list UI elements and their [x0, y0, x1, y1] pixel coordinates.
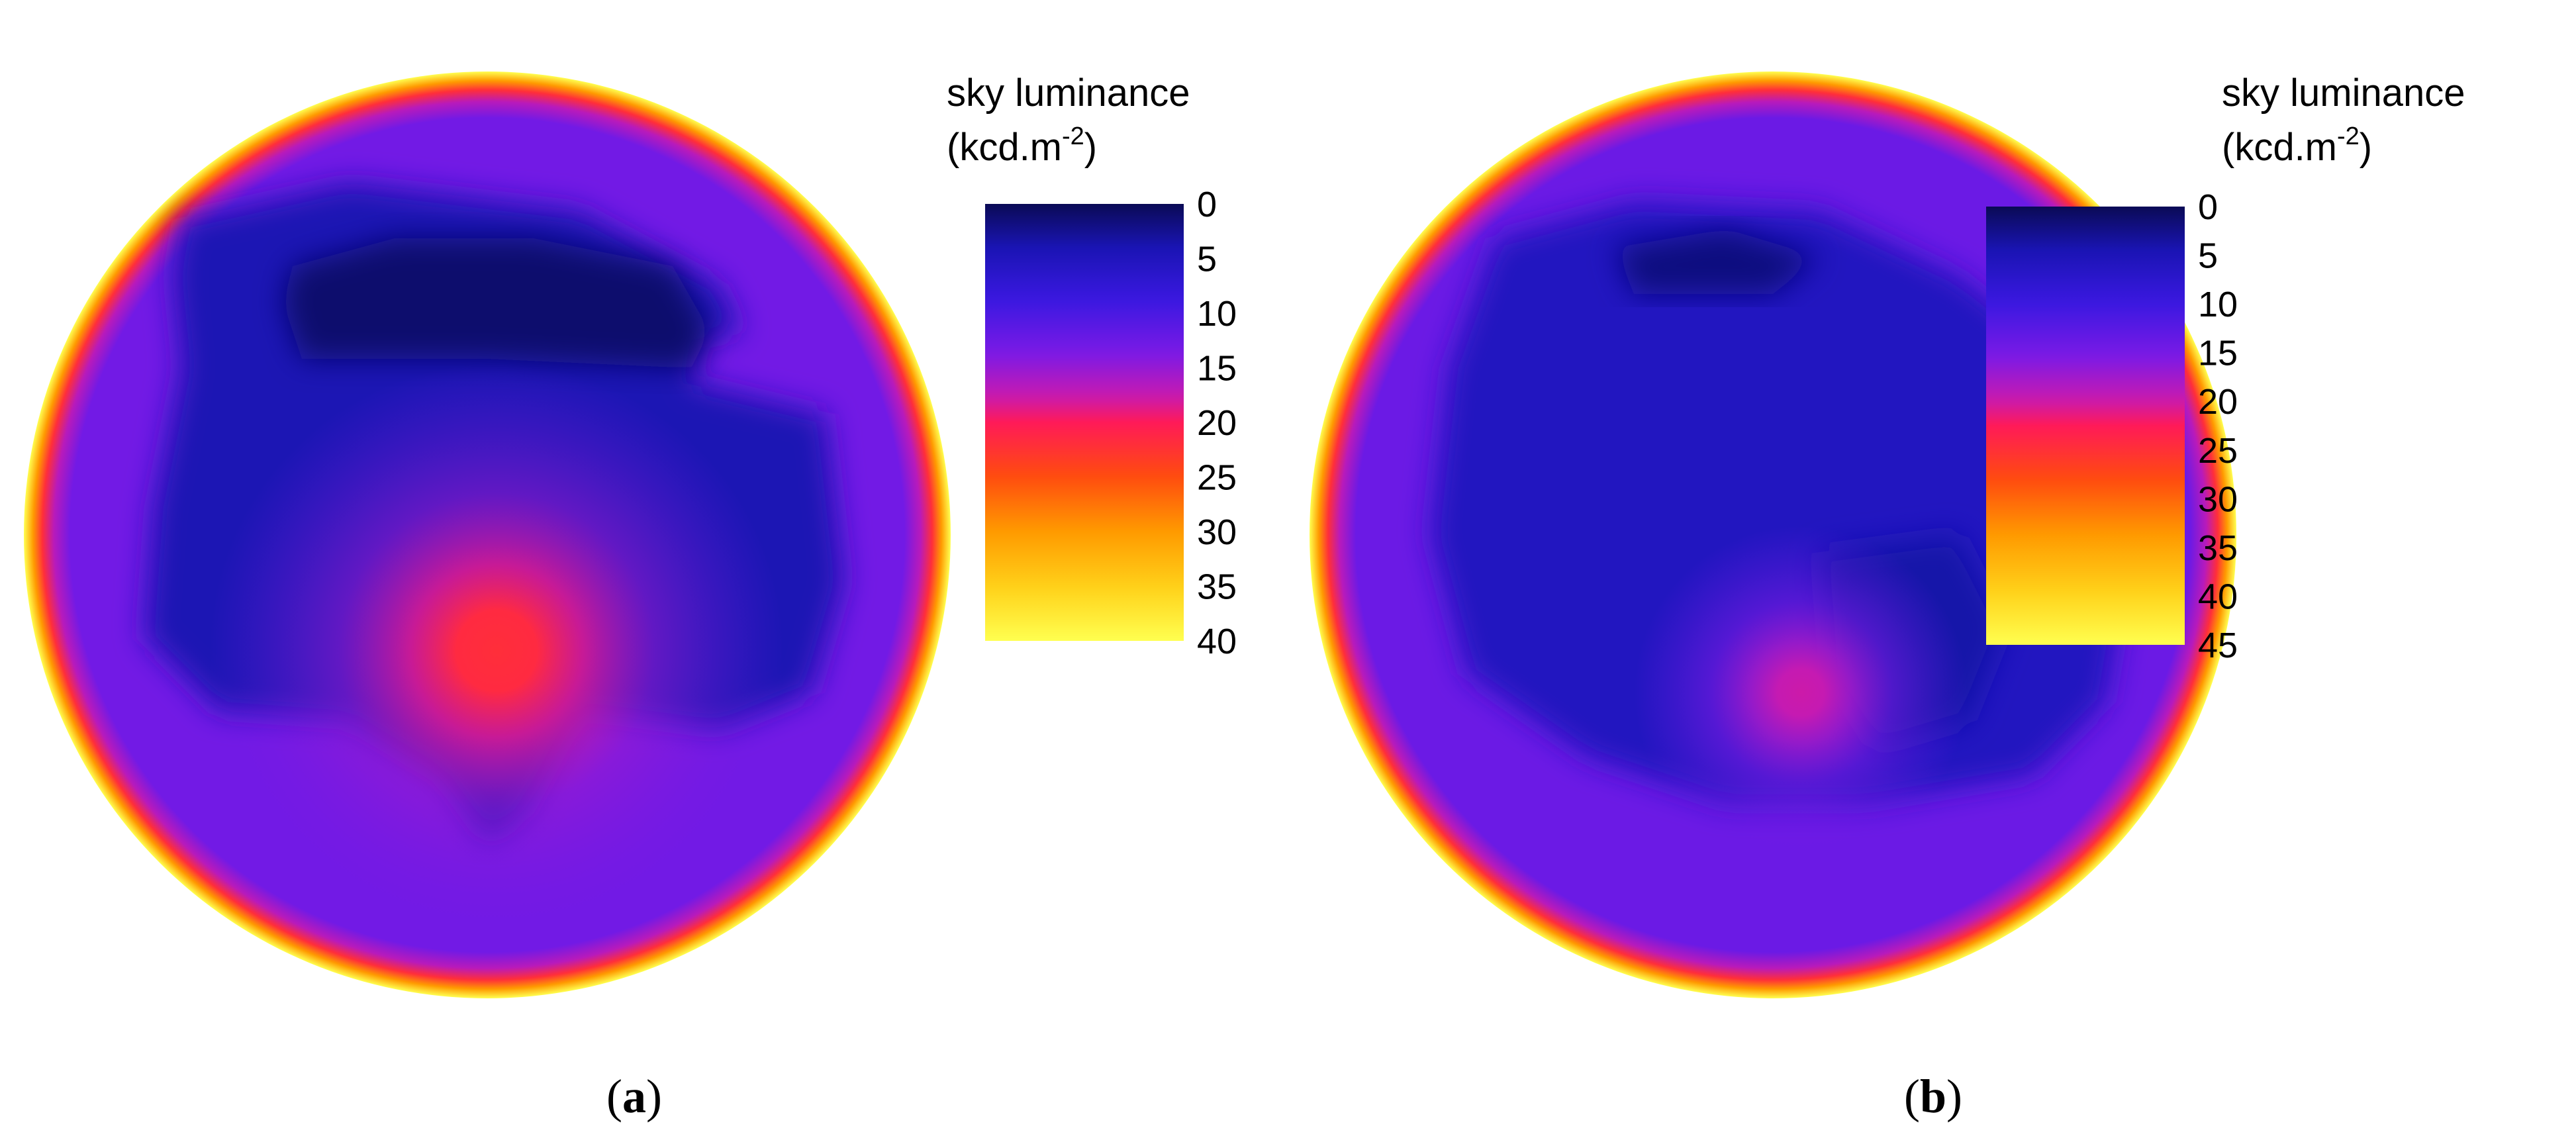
- colorbar-b: sky luminance (kcd.m-2) 0 5 10 15 20 25 30 35 40…: [1986, 72, 2465, 665]
- colorbar-unit-b: (kcd.m-2): [2222, 122, 2372, 169]
- dark-region-b-1: [1615, 229, 1819, 294]
- colorbar-tick-a-3: 15: [1197, 349, 1237, 389]
- colorbar-tick-a-2: 10: [1197, 294, 1237, 334]
- panel-b: sky luminance (kcd.m-2) 0 5 10 15 20 25 30 35 40…: [1310, 72, 2465, 1123]
- colorbar-tick-a-8: 40: [1197, 622, 1237, 661]
- colorbar-tick-b-7: 35: [2198, 528, 2238, 568]
- colorbar-tick-b-0: 0: [2198, 187, 2218, 227]
- panel-label-b: (b): [1904, 1070, 1962, 1123]
- colorbar-gradient-a: [985, 204, 1184, 641]
- colorbar-title-a: sky luminance: [947, 72, 1190, 115]
- colorbar-tick-b-5: 25: [2198, 431, 2238, 471]
- colorbar-tick-a-7: 35: [1197, 567, 1237, 607]
- colorbar-title-b: sky luminance: [2222, 72, 2465, 115]
- colorbar-ticks-b: 0 5 10 15 20 25 30 35 40 45: [2198, 187, 2238, 665]
- colorbar-ticks-a: 0 5 10 15 20 25 30 35 40: [1197, 185, 1237, 661]
- luminance-hotspot-b: [1634, 526, 1968, 859]
- colorbar-tick-a-0: 0: [1197, 185, 1217, 224]
- panel-a: sky luminance (kcd.m-2) 0 5 10 15 20 25 30 35 40…: [24, 72, 1237, 1123]
- colorbar-tick-b-8: 40: [2198, 577, 2238, 616]
- panel-label-a: (a): [606, 1070, 662, 1123]
- colorbar-tick-a-4: 20: [1197, 403, 1237, 443]
- colorbar-tick-b-3: 15: [2198, 334, 2238, 373]
- sky-luminance-map-a: [24, 72, 951, 998]
- colorbar-tick-b-4: 20: [2198, 382, 2238, 422]
- luminance-hotspot-a: [209, 363, 784, 938]
- colorbar-a: sky luminance (kcd.m-2) 0 5 10 15 20 25 30 35 40: [947, 72, 1237, 661]
- colorbar-tick-b-2: 10: [2198, 285, 2238, 324]
- colorbar-tick-b-9: 45: [2198, 626, 2238, 665]
- colorbar-tick-a-1: 5: [1197, 240, 1217, 279]
- colorbar-tick-b-1: 5: [2198, 236, 2218, 276]
- colorbar-tick-b-6: 30: [2198, 479, 2238, 519]
- colorbar-gradient-b: [1986, 207, 2185, 645]
- colorbar-tick-a-5: 25: [1197, 458, 1237, 498]
- dark-region-a-1: [283, 238, 710, 368]
- colorbar-unit-a: (kcd.m-2): [947, 122, 1097, 169]
- colorbar-tick-a-6: 30: [1197, 512, 1237, 552]
